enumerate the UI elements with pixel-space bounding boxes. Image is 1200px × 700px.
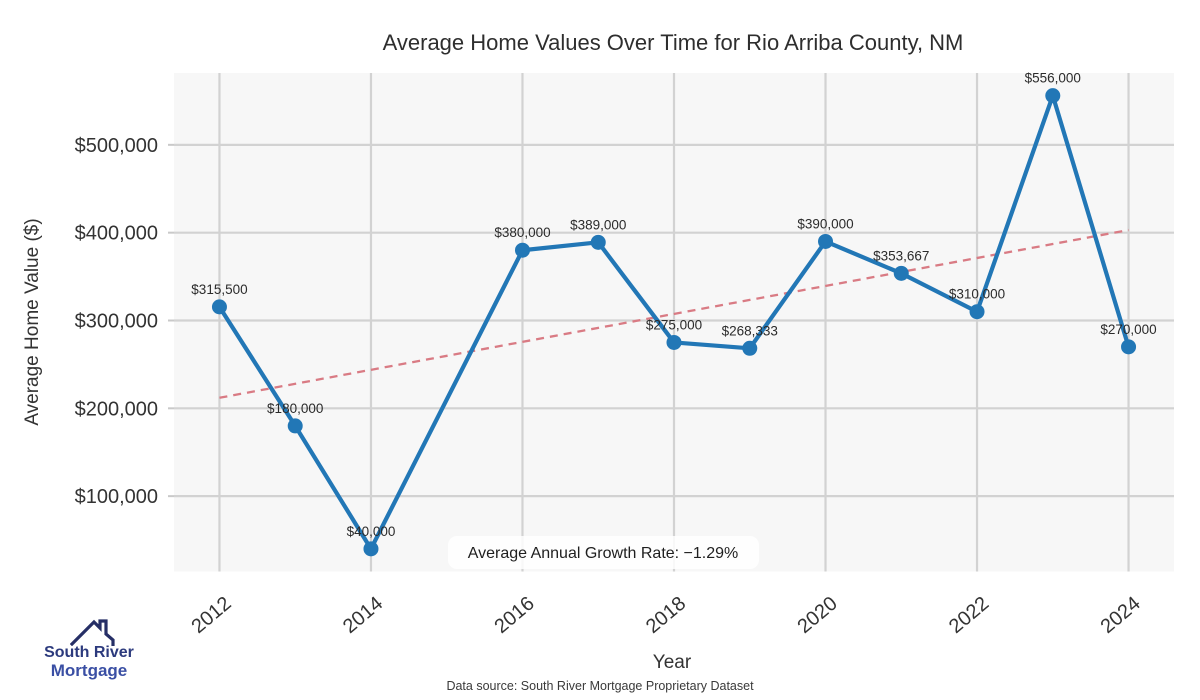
data-point-label: $275,000 [646,317,702,332]
x-axis-tick-labels: 2012 2014 2016 2018 2020 2022 2024 [187,592,1144,637]
growth-rate-annotation: Average Annual Growth Rate: −1.29% [448,536,759,569]
y-axis-tick-labels: $100,000 $200,000 $300,000 $400,000 $500,000 [75,135,158,508]
x-tick-label: 2016 [490,592,538,637]
data-point-label: $556,000 [1025,71,1081,86]
south-river-mortgage-logo: South River Mortgage [14,610,164,690]
y-tick-label: $100,000 [75,486,158,508]
data-point [818,233,834,249]
data-source-note: Data source: South River Mortgage Propri… [446,679,754,693]
x-tick-label: 2014 [339,592,387,637]
data-point [893,265,909,281]
logo-text-south-river: South River [44,644,134,661]
logo-text-mortgage: Mortgage [50,661,128,680]
annotation-text: Average Annual Growth Rate: −1.29% [468,545,739,562]
gridlines [168,73,1174,572]
trend-line [219,228,1129,399]
y-tick-label: $300,000 [75,310,158,332]
chart-title: Average Home Values Over Time for Rio Ar… [383,30,964,55]
data-point-label: $353,667 [873,248,929,263]
data-point [1121,339,1137,355]
data-point [590,234,606,250]
data-point [969,304,985,320]
data-point-label: $270,000 [1100,322,1156,337]
data-point-markers [211,88,1137,557]
data-point-labels: $315,500 $180,000 $40,000 $380,000 $389,000 $… [191,71,1156,539]
data-point-label: $315,500 [191,282,247,297]
x-axis-label: Year [653,652,692,673]
x-tick-label: 2018 [642,592,690,637]
data-point [666,334,682,350]
data-point [211,299,227,315]
y-axis-label: Average Home Value ($) [22,218,43,425]
data-point-label: $268,333 [722,323,778,338]
data-point [363,541,379,557]
data-point-label: $380,000 [494,225,550,240]
data-point-label: $389,000 [570,217,626,232]
data-point [742,340,758,356]
annotation-box [448,536,759,569]
x-tick-label: 2022 [945,592,993,637]
data-point [1045,88,1061,104]
data-point-label: $390,000 [797,216,853,231]
data-point-label: $180,000 [267,401,323,416]
x-tick-label: 2020 [793,592,841,637]
y-tick-label: $400,000 [75,223,158,245]
y-tick-label: $500,000 [75,135,158,157]
data-point-label: $310,000 [949,287,1005,302]
y-tick-label: $200,000 [75,398,158,420]
house-roof-icon [70,619,115,646]
x-tick-label: 2012 [187,592,235,637]
x-tick-label: 2024 [1097,592,1145,637]
data-point-label: $40,000 [347,524,396,539]
data-point [514,242,530,258]
data-point [287,418,303,434]
series-line [217,93,1131,551]
